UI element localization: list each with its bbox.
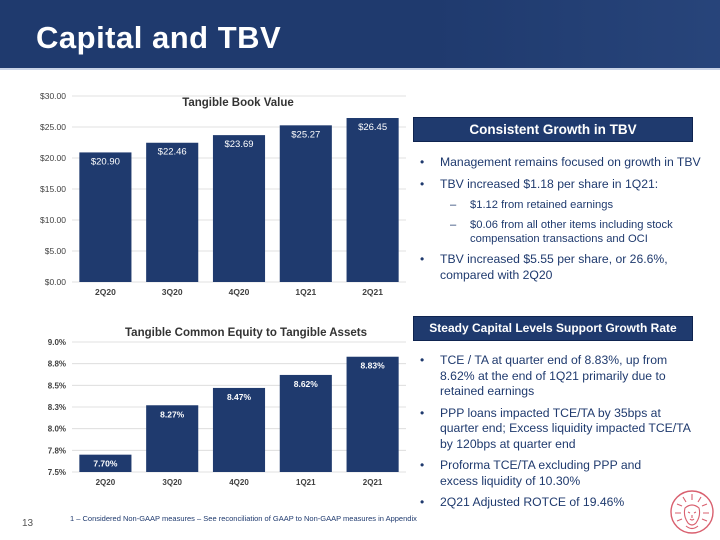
y-tick-label: 8.3% bbox=[48, 403, 66, 412]
data-label: $26.45 bbox=[358, 122, 387, 133]
bar bbox=[212, 135, 266, 282]
chart-title: Tangible Common Equity to Tangible Asset… bbox=[125, 327, 367, 339]
bullet-item: TCE / TA at quarter end of 8.83%, up fro… bbox=[414, 353, 704, 400]
y-tick-label: 9.0% bbox=[48, 338, 66, 347]
x-tick-label: 1Q21 bbox=[295, 287, 316, 297]
x-tick-label: 4Q20 bbox=[229, 287, 250, 297]
bar bbox=[146, 142, 199, 282]
title-bar-gradient bbox=[430, 0, 720, 68]
panel-steady-capital-bullets: TCE / TA at quarter end of 8.83%, up fro… bbox=[414, 353, 704, 517]
bar bbox=[346, 118, 399, 282]
x-tick-label: 3Q20 bbox=[162, 287, 183, 297]
bullet-item: 2Q21 Adjusted ROTCE of 19.46% bbox=[414, 495, 704, 511]
bar bbox=[346, 356, 399, 472]
x-tick-label: 1Q21 bbox=[296, 478, 316, 487]
x-tick-label: 2Q21 bbox=[363, 478, 383, 487]
sub-bullet-item: $0.06 from all other items including sto… bbox=[414, 218, 714, 246]
panel-steady-capital-title: Steady Capital Levels Support Growth Rat… bbox=[413, 316, 693, 341]
x-tick-label: 2Q20 bbox=[95, 287, 116, 297]
y-tick-label: 7.8% bbox=[48, 446, 66, 455]
panel-consistent-growth-title: Consistent Growth in TBV bbox=[413, 117, 693, 142]
data-label: $25.27 bbox=[291, 129, 320, 140]
bullet-item: PPP loans impacted TCE/TA by 35bps at qu… bbox=[414, 406, 704, 453]
data-label: 7.70% bbox=[93, 459, 118, 469]
bullet-item: TBV increased $1.18 per share in 1Q21: bbox=[414, 177, 714, 193]
y-tick-label: $20.00 bbox=[40, 153, 66, 163]
y-tick-label: 8.5% bbox=[48, 381, 66, 390]
page-number: 13 bbox=[22, 518, 34, 529]
bullet-item: TBV increased $5.55 per share, or 26.6%,… bbox=[414, 252, 714, 283]
data-label: $20.90 bbox=[91, 156, 120, 167]
chart-title: Tangible Book Value bbox=[182, 97, 294, 109]
tce-ta-chart: Tangible Common Equity to Tangible Asset… bbox=[48, 327, 406, 487]
y-tick-label: 8.8% bbox=[48, 360, 66, 369]
x-tick-label: 4Q20 bbox=[229, 478, 249, 487]
tbv-chart: Tangible Book Value $0.00 $5.00 $10.00 $15.… bbox=[40, 91, 406, 297]
data-label: 8.27% bbox=[160, 409, 185, 419]
y-tick-label: 8.0% bbox=[48, 425, 66, 434]
bar bbox=[212, 387, 266, 472]
lion-logo-icon bbox=[670, 490, 714, 534]
bar bbox=[79, 152, 132, 282]
x-tick-label: 2Q21 bbox=[362, 287, 383, 297]
data-label: 8.47% bbox=[227, 392, 252, 402]
data-label: 8.83% bbox=[361, 361, 386, 371]
bar bbox=[79, 454, 132, 472]
data-label: $22.46 bbox=[158, 147, 187, 158]
footnote: 1 – Considered Non-GAAP measures – See r… bbox=[70, 514, 417, 523]
data-label: $23.69 bbox=[224, 139, 253, 150]
title-underline bbox=[0, 68, 720, 70]
bar bbox=[279, 374, 332, 472]
bar bbox=[146, 405, 199, 472]
y-tick-label: 7.5% bbox=[48, 468, 66, 477]
y-tick-label: $0.00 bbox=[45, 277, 67, 287]
y-tick-label: $10.00 bbox=[40, 215, 66, 225]
bullet-item: Management remains focused on growth in … bbox=[414, 155, 714, 171]
y-tick-label: $25.00 bbox=[40, 122, 66, 132]
bullet-item: Proforma TCE/TA excluding PPP and excess… bbox=[414, 458, 704, 489]
sub-bullet-item: $1.12 from retained earnings bbox=[414, 198, 714, 212]
x-tick-label: 3Q20 bbox=[162, 478, 182, 487]
panel-consistent-growth-bullets: Management remains focused on growth in … bbox=[414, 155, 714, 289]
x-tick-label: 2Q20 bbox=[96, 478, 116, 487]
y-tick-label: $15.00 bbox=[40, 184, 66, 194]
y-tick-label: $5.00 bbox=[45, 246, 67, 256]
y-tick-label: $30.00 bbox=[40, 91, 66, 101]
data-label: 8.62% bbox=[294, 379, 319, 389]
bar bbox=[279, 125, 332, 282]
page-title: Capital and TBV bbox=[36, 20, 282, 55]
